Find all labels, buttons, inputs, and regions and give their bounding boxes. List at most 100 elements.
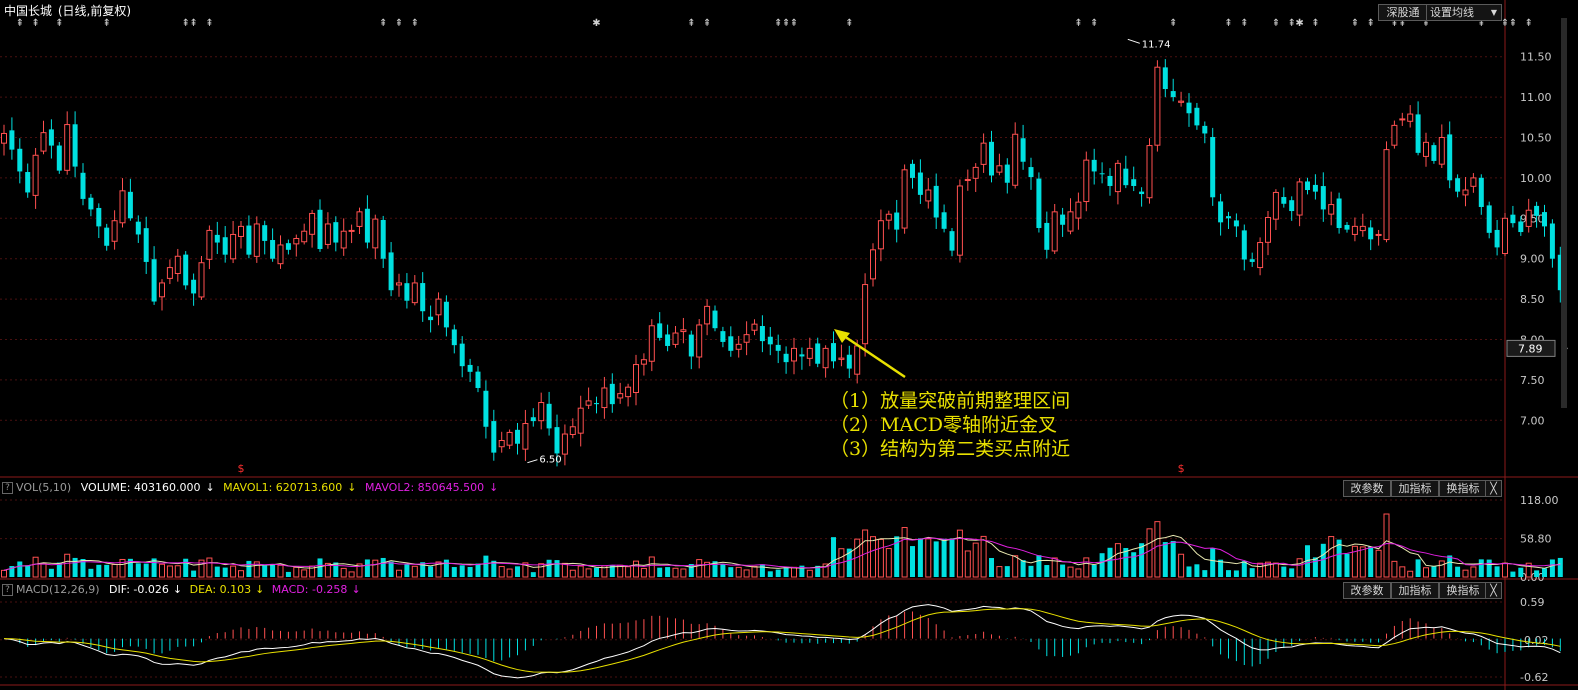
candle-up [1012,133,1019,186]
event-marker-icon: ⇞ [1390,18,1398,29]
event-marker-icon: ⇞ [1477,18,1485,29]
candle-down [1139,191,1145,195]
volume-bar [206,557,213,578]
volume-bar [1407,570,1414,578]
price-tick-label: 11.50 [1520,51,1552,64]
volume-bar [1320,543,1326,577]
candle-down [333,222,339,243]
volume-bar [443,559,449,577]
volume-bar [530,572,536,577]
candle-down [609,383,615,405]
volume-bar [989,558,994,577]
candle-up [1359,225,1366,232]
macd-tick-label: -0.62 [1520,671,1548,684]
volume-bar [901,527,908,578]
volume-bar [704,561,711,578]
volume-bar [1099,553,1105,577]
vol-name: VOL(5,10) [16,481,72,494]
candle-down [459,343,465,367]
candle-down [467,364,473,372]
macd-switch-indicator-button[interactable]: 换指标 [1439,582,1487,599]
candle-down [17,148,23,172]
candle-up [751,323,758,331]
candle-up [522,423,529,450]
volume-bar [720,564,726,577]
volume-bar [625,566,632,578]
volume-bar [1542,568,1547,577]
volume-bar [191,570,197,577]
candle-down [1060,214,1066,225]
volume-bar [609,565,615,577]
volume-bar [40,563,47,578]
candle-down [657,323,663,338]
volume-bar [1423,567,1429,578]
volume-bar [1344,553,1350,577]
candle-down [1036,178,1042,228]
volume-bar [561,562,568,578]
volume-bar [1210,547,1216,577]
volume-bar [964,550,971,578]
volume-bar [475,563,481,577]
volume-bar [1067,566,1074,578]
volume-bar [467,566,473,577]
macd-add-indicator-button[interactable]: 加指标 [1391,582,1439,599]
volume-bar [1060,564,1066,577]
macd-value: MACD: -0.258 [271,583,348,596]
candle-up [1257,242,1264,269]
vol-change-params-button[interactable]: 改参数 [1343,480,1391,497]
candle-up [640,359,647,365]
candle-up [1265,216,1271,243]
candle-up [680,329,687,333]
volume-bar [64,553,71,578]
candle-down [1107,175,1113,186]
shengutong-button[interactable]: 深股通 [1378,4,1428,21]
volume-bar [877,538,884,578]
volume-bar [25,565,31,577]
candle-down [799,354,805,357]
volume-bar [270,564,276,577]
candle-down [894,212,900,230]
volume-bar [1431,566,1437,577]
candle-up [277,244,284,265]
candle-down [388,252,394,291]
volume-bar [688,563,694,577]
price-tick-label: 9.00 [1520,253,1545,266]
candle-down [1312,184,1318,192]
candle-up [372,218,379,249]
vol-close-icon[interactable]: ╳ [1485,480,1502,497]
candle-down [262,225,268,241]
help-icon[interactable]: ? [2,584,13,596]
candle-up [506,431,513,446]
candle-up [822,347,829,369]
candle-down [191,279,197,294]
vol-switch-indicator-button[interactable]: 换指标 [1439,480,1487,497]
candle-up [1351,225,1358,235]
volume-bar [665,567,671,577]
event-marker-icon: ⇞ [1422,18,1430,29]
macd-change-params-button[interactable]: 改参数 [1343,582,1391,599]
vol-add-indicator-button[interactable]: 加指标 [1391,480,1439,497]
candle-down [1020,138,1026,162]
volume-bar [870,536,876,578]
candle-down [96,207,102,227]
volume-bar [1075,568,1082,578]
vol-volume: VOLUME: 403160.000 [80,481,201,494]
volume-bar [1478,559,1484,577]
candle-down [1194,107,1200,126]
macd-close-icon[interactable]: ╳ [1485,582,1502,599]
volume-bar [1123,548,1129,577]
vol-tick-label: 0.00 [1520,571,1545,584]
event-marker-icon: ⇞ [687,18,695,29]
help-icon[interactable]: ? [2,482,13,494]
set-average-button[interactable]: 设置均线 ▼ [1426,4,1502,21]
candle-down [846,354,852,369]
candle-up [648,325,655,362]
volume-bar [1241,561,1247,577]
volume-bar [1525,562,1532,578]
volume-bar [1470,566,1477,578]
volume-bar [1139,543,1145,577]
candle-up [396,282,402,286]
dea-line [3,608,1561,673]
candle-up [1114,162,1121,193]
set-average-label: 设置均线 [1430,6,1474,19]
